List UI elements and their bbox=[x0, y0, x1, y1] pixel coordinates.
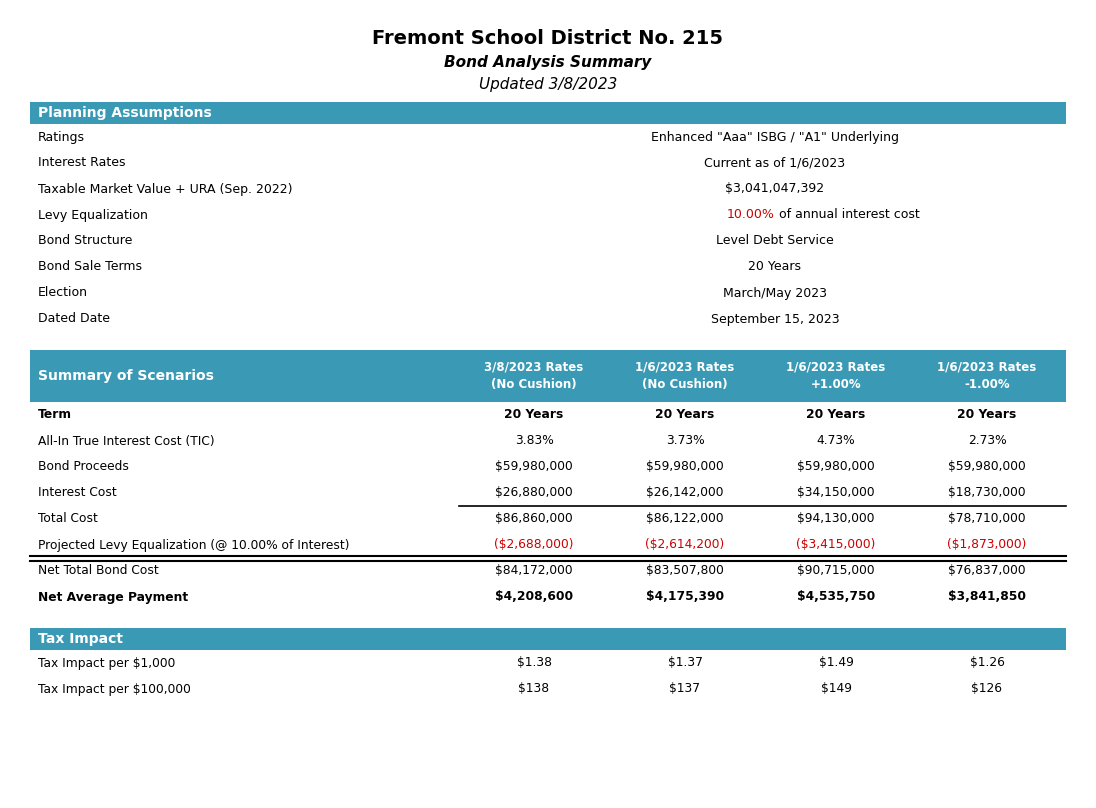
Text: 3/8/2023 Rates: 3/8/2023 Rates bbox=[484, 360, 584, 373]
Text: $1.26: $1.26 bbox=[970, 656, 1004, 670]
Text: Net Average Payment: Net Average Payment bbox=[38, 591, 189, 604]
Text: Interest Rates: Interest Rates bbox=[38, 157, 126, 170]
Text: Election: Election bbox=[38, 287, 88, 300]
Text: 10.00%: 10.00% bbox=[727, 208, 775, 221]
Text: 1/6/2023 Rates: 1/6/2023 Rates bbox=[636, 360, 734, 373]
Text: Planning Assumptions: Planning Assumptions bbox=[38, 106, 212, 120]
Text: Total Cost: Total Cost bbox=[38, 512, 98, 525]
Text: Bond Sale Terms: Bond Sale Terms bbox=[38, 260, 142, 273]
Text: ($3,415,000): ($3,415,000) bbox=[797, 538, 876, 552]
Text: Levy Equalization: Levy Equalization bbox=[38, 208, 148, 221]
Text: 1/6/2023 Rates: 1/6/2023 Rates bbox=[786, 360, 886, 373]
Text: 1/6/2023 Rates: 1/6/2023 Rates bbox=[937, 360, 1037, 373]
Text: $59,980,000: $59,980,000 bbox=[647, 461, 723, 473]
Text: $34,150,000: $34,150,000 bbox=[797, 486, 875, 499]
Text: $78,710,000: $78,710,000 bbox=[948, 512, 1026, 525]
Text: ($1,873,000): ($1,873,000) bbox=[947, 538, 1027, 552]
Text: $137: $137 bbox=[670, 683, 700, 696]
Text: ($2,614,200): ($2,614,200) bbox=[646, 538, 724, 552]
Text: Projected Levy Equalization (@ 10.00% of Interest): Projected Levy Equalization (@ 10.00% of… bbox=[38, 538, 350, 552]
Text: ($2,688,000): ($2,688,000) bbox=[494, 538, 573, 552]
Text: Fremont School District No. 215: Fremont School District No. 215 bbox=[373, 28, 723, 48]
Text: $83,507,800: $83,507,800 bbox=[646, 565, 724, 578]
Text: March/May 2023: March/May 2023 bbox=[723, 287, 827, 300]
Text: Tax Impact: Tax Impact bbox=[38, 632, 123, 646]
Text: Summary of Scenarios: Summary of Scenarios bbox=[38, 369, 214, 383]
Text: $90,715,000: $90,715,000 bbox=[797, 565, 875, 578]
Text: of annual interest cost: of annual interest cost bbox=[775, 208, 920, 221]
Text: 2.73%: 2.73% bbox=[968, 435, 1006, 448]
Text: Term: Term bbox=[38, 409, 72, 422]
Text: 3.83%: 3.83% bbox=[515, 435, 553, 448]
Text: $3,841,850: $3,841,850 bbox=[948, 591, 1026, 604]
Text: Taxable Market Value + URA (Sep. 2022): Taxable Market Value + URA (Sep. 2022) bbox=[38, 183, 293, 196]
Text: Tax Impact per $100,000: Tax Impact per $100,000 bbox=[38, 683, 191, 696]
Bar bbox=[30, 102, 1066, 124]
Text: $59,980,000: $59,980,000 bbox=[948, 461, 1026, 473]
Text: $4,208,600: $4,208,600 bbox=[495, 591, 573, 604]
Text: +1.00%: +1.00% bbox=[811, 378, 861, 391]
Text: $26,880,000: $26,880,000 bbox=[495, 486, 573, 499]
Text: $138: $138 bbox=[518, 683, 549, 696]
Text: Enhanced "Aaa" ISBG / "A1" Underlying: Enhanced "Aaa" ISBG / "A1" Underlying bbox=[651, 131, 899, 144]
Text: Ratings: Ratings bbox=[38, 131, 85, 144]
Text: $4,535,750: $4,535,750 bbox=[797, 591, 875, 604]
Text: -1.00%: -1.00% bbox=[964, 378, 1009, 391]
Text: Interest Cost: Interest Cost bbox=[38, 486, 117, 499]
Text: Current as of 1/6/2023: Current as of 1/6/2023 bbox=[705, 157, 845, 170]
Text: $59,980,000: $59,980,000 bbox=[495, 461, 573, 473]
Text: $86,860,000: $86,860,000 bbox=[495, 512, 573, 525]
Text: Bond Analysis Summary: Bond Analysis Summary bbox=[444, 54, 652, 69]
Text: 20 Years: 20 Years bbox=[504, 409, 563, 422]
Text: $1.38: $1.38 bbox=[516, 656, 551, 670]
Text: Dated Date: Dated Date bbox=[38, 313, 110, 326]
Text: All-In True Interest Cost (TIC): All-In True Interest Cost (TIC) bbox=[38, 435, 215, 448]
Text: (No Cushion): (No Cushion) bbox=[642, 378, 728, 391]
Text: Updated 3/8/2023: Updated 3/8/2023 bbox=[479, 77, 617, 91]
Text: 20 Years: 20 Years bbox=[958, 409, 1017, 422]
Text: (No Cushion): (No Cushion) bbox=[491, 378, 576, 391]
Text: September 15, 2023: September 15, 2023 bbox=[710, 313, 840, 326]
Text: $4,175,390: $4,175,390 bbox=[646, 591, 724, 604]
Text: 20 Years: 20 Years bbox=[807, 409, 866, 422]
Bar bbox=[30, 350, 1066, 402]
Text: $86,122,000: $86,122,000 bbox=[647, 512, 723, 525]
Text: $3,041,047,392: $3,041,047,392 bbox=[726, 183, 824, 196]
Text: $94,130,000: $94,130,000 bbox=[797, 512, 875, 525]
Text: $26,142,000: $26,142,000 bbox=[647, 486, 723, 499]
Text: Level Debt Service: Level Debt Service bbox=[716, 234, 834, 247]
Text: Bond Proceeds: Bond Proceeds bbox=[38, 461, 129, 473]
Text: $149: $149 bbox=[821, 683, 852, 696]
Text: 20 Years: 20 Years bbox=[655, 409, 715, 422]
Text: $76,837,000: $76,837,000 bbox=[948, 565, 1026, 578]
Text: Tax Impact per $1,000: Tax Impact per $1,000 bbox=[38, 656, 175, 670]
Bar bbox=[30, 628, 1066, 650]
Text: 20 Years: 20 Years bbox=[749, 260, 801, 273]
Text: 4.73%: 4.73% bbox=[817, 435, 855, 448]
Text: Net Total Bond Cost: Net Total Bond Cost bbox=[38, 565, 159, 578]
Text: $126: $126 bbox=[971, 683, 1003, 696]
Text: $59,980,000: $59,980,000 bbox=[797, 461, 875, 473]
Text: 3.73%: 3.73% bbox=[665, 435, 705, 448]
Text: Bond Structure: Bond Structure bbox=[38, 234, 133, 247]
Text: $1.37: $1.37 bbox=[667, 656, 703, 670]
Text: $1.49: $1.49 bbox=[819, 656, 854, 670]
Text: $84,172,000: $84,172,000 bbox=[495, 565, 573, 578]
Text: $18,730,000: $18,730,000 bbox=[948, 486, 1026, 499]
